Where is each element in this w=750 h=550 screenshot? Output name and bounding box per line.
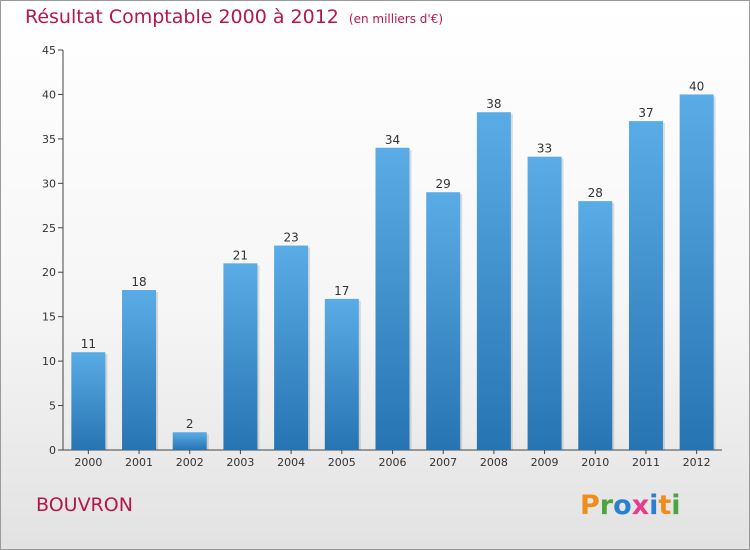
x-tick-label: 2006 xyxy=(379,456,407,469)
bar-2010 xyxy=(578,201,613,450)
chart-title-text: Résultat Comptable 2000 à 2012 xyxy=(25,6,339,28)
bar-value-label: 34 xyxy=(385,133,400,147)
bar-2006 xyxy=(375,147,410,450)
bar-value-label: 21 xyxy=(233,248,248,262)
x-tick-label: 2011 xyxy=(632,456,660,469)
bar-2008 xyxy=(476,112,511,450)
x-tick-label: 2009 xyxy=(531,456,559,469)
logo-letter: i xyxy=(649,490,659,521)
bar-value-label: 17 xyxy=(334,284,349,298)
bar-2000 xyxy=(71,352,106,450)
x-tick-label: 2002 xyxy=(176,456,204,469)
bar-2003 xyxy=(223,263,258,450)
bar-2004 xyxy=(274,245,309,450)
x-tick-label: 2004 xyxy=(277,456,305,469)
bar-2007 xyxy=(426,192,461,450)
x-tick-label: 2000 xyxy=(74,456,102,469)
logo-letter: o xyxy=(613,490,632,521)
proxiti-logo: Proxiti xyxy=(580,490,681,521)
bar-2009 xyxy=(527,156,562,450)
bar-2002 xyxy=(172,432,207,450)
x-tick-label: 2005 xyxy=(328,456,356,469)
y-tick-label: 0 xyxy=(49,444,56,457)
bar-value-label: 28 xyxy=(588,186,603,200)
chart-title: Résultat Comptable 2000 à 2012 (en millie… xyxy=(25,6,443,28)
x-tick-label: 2010 xyxy=(581,456,609,469)
bar-2012 xyxy=(679,94,714,450)
y-tick-label: 15 xyxy=(42,311,56,324)
bar-value-label: 23 xyxy=(283,231,298,245)
bar-value-label: 40 xyxy=(689,79,704,93)
x-tick-label: 2008 xyxy=(480,456,508,469)
bar-value-label: 2 xyxy=(186,417,194,431)
bar-2011 xyxy=(628,121,663,450)
y-tick-label: 20 xyxy=(42,266,56,279)
bar-value-label: 37 xyxy=(638,106,653,120)
bar-2001 xyxy=(122,290,157,450)
y-tick-label: 5 xyxy=(49,400,56,413)
logo-letter: r xyxy=(599,490,614,521)
y-tick-label: 25 xyxy=(42,222,56,235)
bar-2005 xyxy=(324,298,359,450)
logo-letter: t xyxy=(658,490,672,521)
logo-letter: i xyxy=(671,490,681,521)
city-name: BOUVRON xyxy=(36,494,133,516)
y-tick-label: 10 xyxy=(42,355,56,368)
x-tick-label: 2012 xyxy=(683,456,711,469)
bar-value-label: 38 xyxy=(486,97,501,111)
x-tick-label: 2007 xyxy=(429,456,457,469)
logo-letter: P xyxy=(580,490,600,521)
bar-value-label: 29 xyxy=(436,177,451,191)
y-tick-label: 45 xyxy=(42,44,56,57)
chart-unit: (en milliers d'€) xyxy=(348,12,444,26)
y-tick-label: 35 xyxy=(42,133,56,146)
bar-value-label: 11 xyxy=(81,337,96,351)
x-tick-label: 2003 xyxy=(226,456,254,469)
y-tick-label: 30 xyxy=(42,177,56,190)
logo-letter: x xyxy=(631,490,650,521)
bar-value-label: 18 xyxy=(131,275,146,289)
bar-value-label: 33 xyxy=(537,142,552,156)
y-tick-label: 40 xyxy=(42,88,56,101)
x-tick-label: 2001 xyxy=(125,456,153,469)
